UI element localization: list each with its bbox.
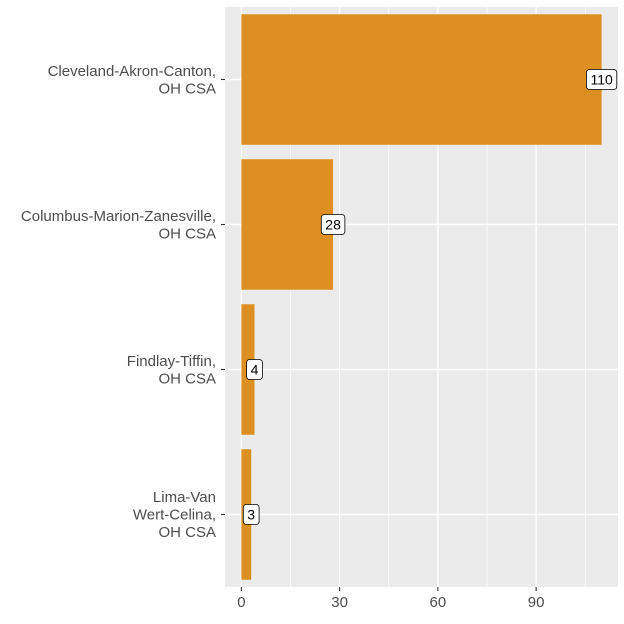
y-tick-label: Cleveland-Akron-Canton, OH CSA bbox=[48, 63, 216, 98]
x-axis: 0 30 60 90 bbox=[237, 587, 544, 611]
y-tick-label-line: Findlay-Tiffin, bbox=[127, 353, 216, 370]
y-tick-label-line: OH CSA bbox=[158, 80, 216, 97]
x-tick-label: 60 bbox=[430, 594, 447, 611]
y-tick-label-line: Wert-Celina, bbox=[133, 507, 216, 524]
y-tick-label: Lima-Van Wert-Celina, OH CSA bbox=[133, 489, 216, 541]
data-label: 3 bbox=[242, 504, 260, 525]
y-tick-label-line: OH CSA bbox=[158, 524, 216, 541]
data-label: 28 bbox=[320, 214, 346, 235]
data-label-text: 110 bbox=[590, 72, 613, 88]
y-tick-label-line: Cleveland-Akron-Canton, bbox=[48, 63, 216, 80]
y-tick-label-line: OH CSA bbox=[158, 370, 216, 387]
y-tick-label: Columbus-Marion-Zanesville, OH CSA bbox=[21, 208, 216, 243]
data-label-text: 28 bbox=[325, 217, 341, 233]
data-label: 4 bbox=[246, 359, 263, 380]
y-tick-label-line: Columbus-Marion-Zanesville, bbox=[21, 208, 216, 225]
x-tick-label: 90 bbox=[528, 594, 545, 611]
data-label-box bbox=[242, 504, 260, 525]
y-tick-label: Findlay-Tiffin, OH CSA bbox=[127, 353, 216, 388]
y-axis: Cleveland-Akron-Canton, OH CSAColumbus-Ma… bbox=[21, 63, 225, 541]
x-tick-label: 0 bbox=[237, 594, 245, 611]
data-label-text: 3 bbox=[247, 507, 255, 523]
y-tick-label-line: Lima-Van bbox=[153, 489, 216, 506]
data-label-box bbox=[586, 69, 618, 90]
y-tick-label-line: OH CSA bbox=[158, 225, 216, 242]
x-tick-label: 30 bbox=[331, 594, 348, 611]
bar bbox=[241, 159, 334, 290]
data-labels: 110 28 4 3 bbox=[242, 69, 618, 525]
bar bbox=[241, 14, 602, 145]
data-label: 110 bbox=[586, 69, 618, 90]
data-label-box bbox=[320, 214, 346, 235]
data-label-box bbox=[246, 359, 263, 380]
data-label-text: 4 bbox=[251, 362, 259, 378]
